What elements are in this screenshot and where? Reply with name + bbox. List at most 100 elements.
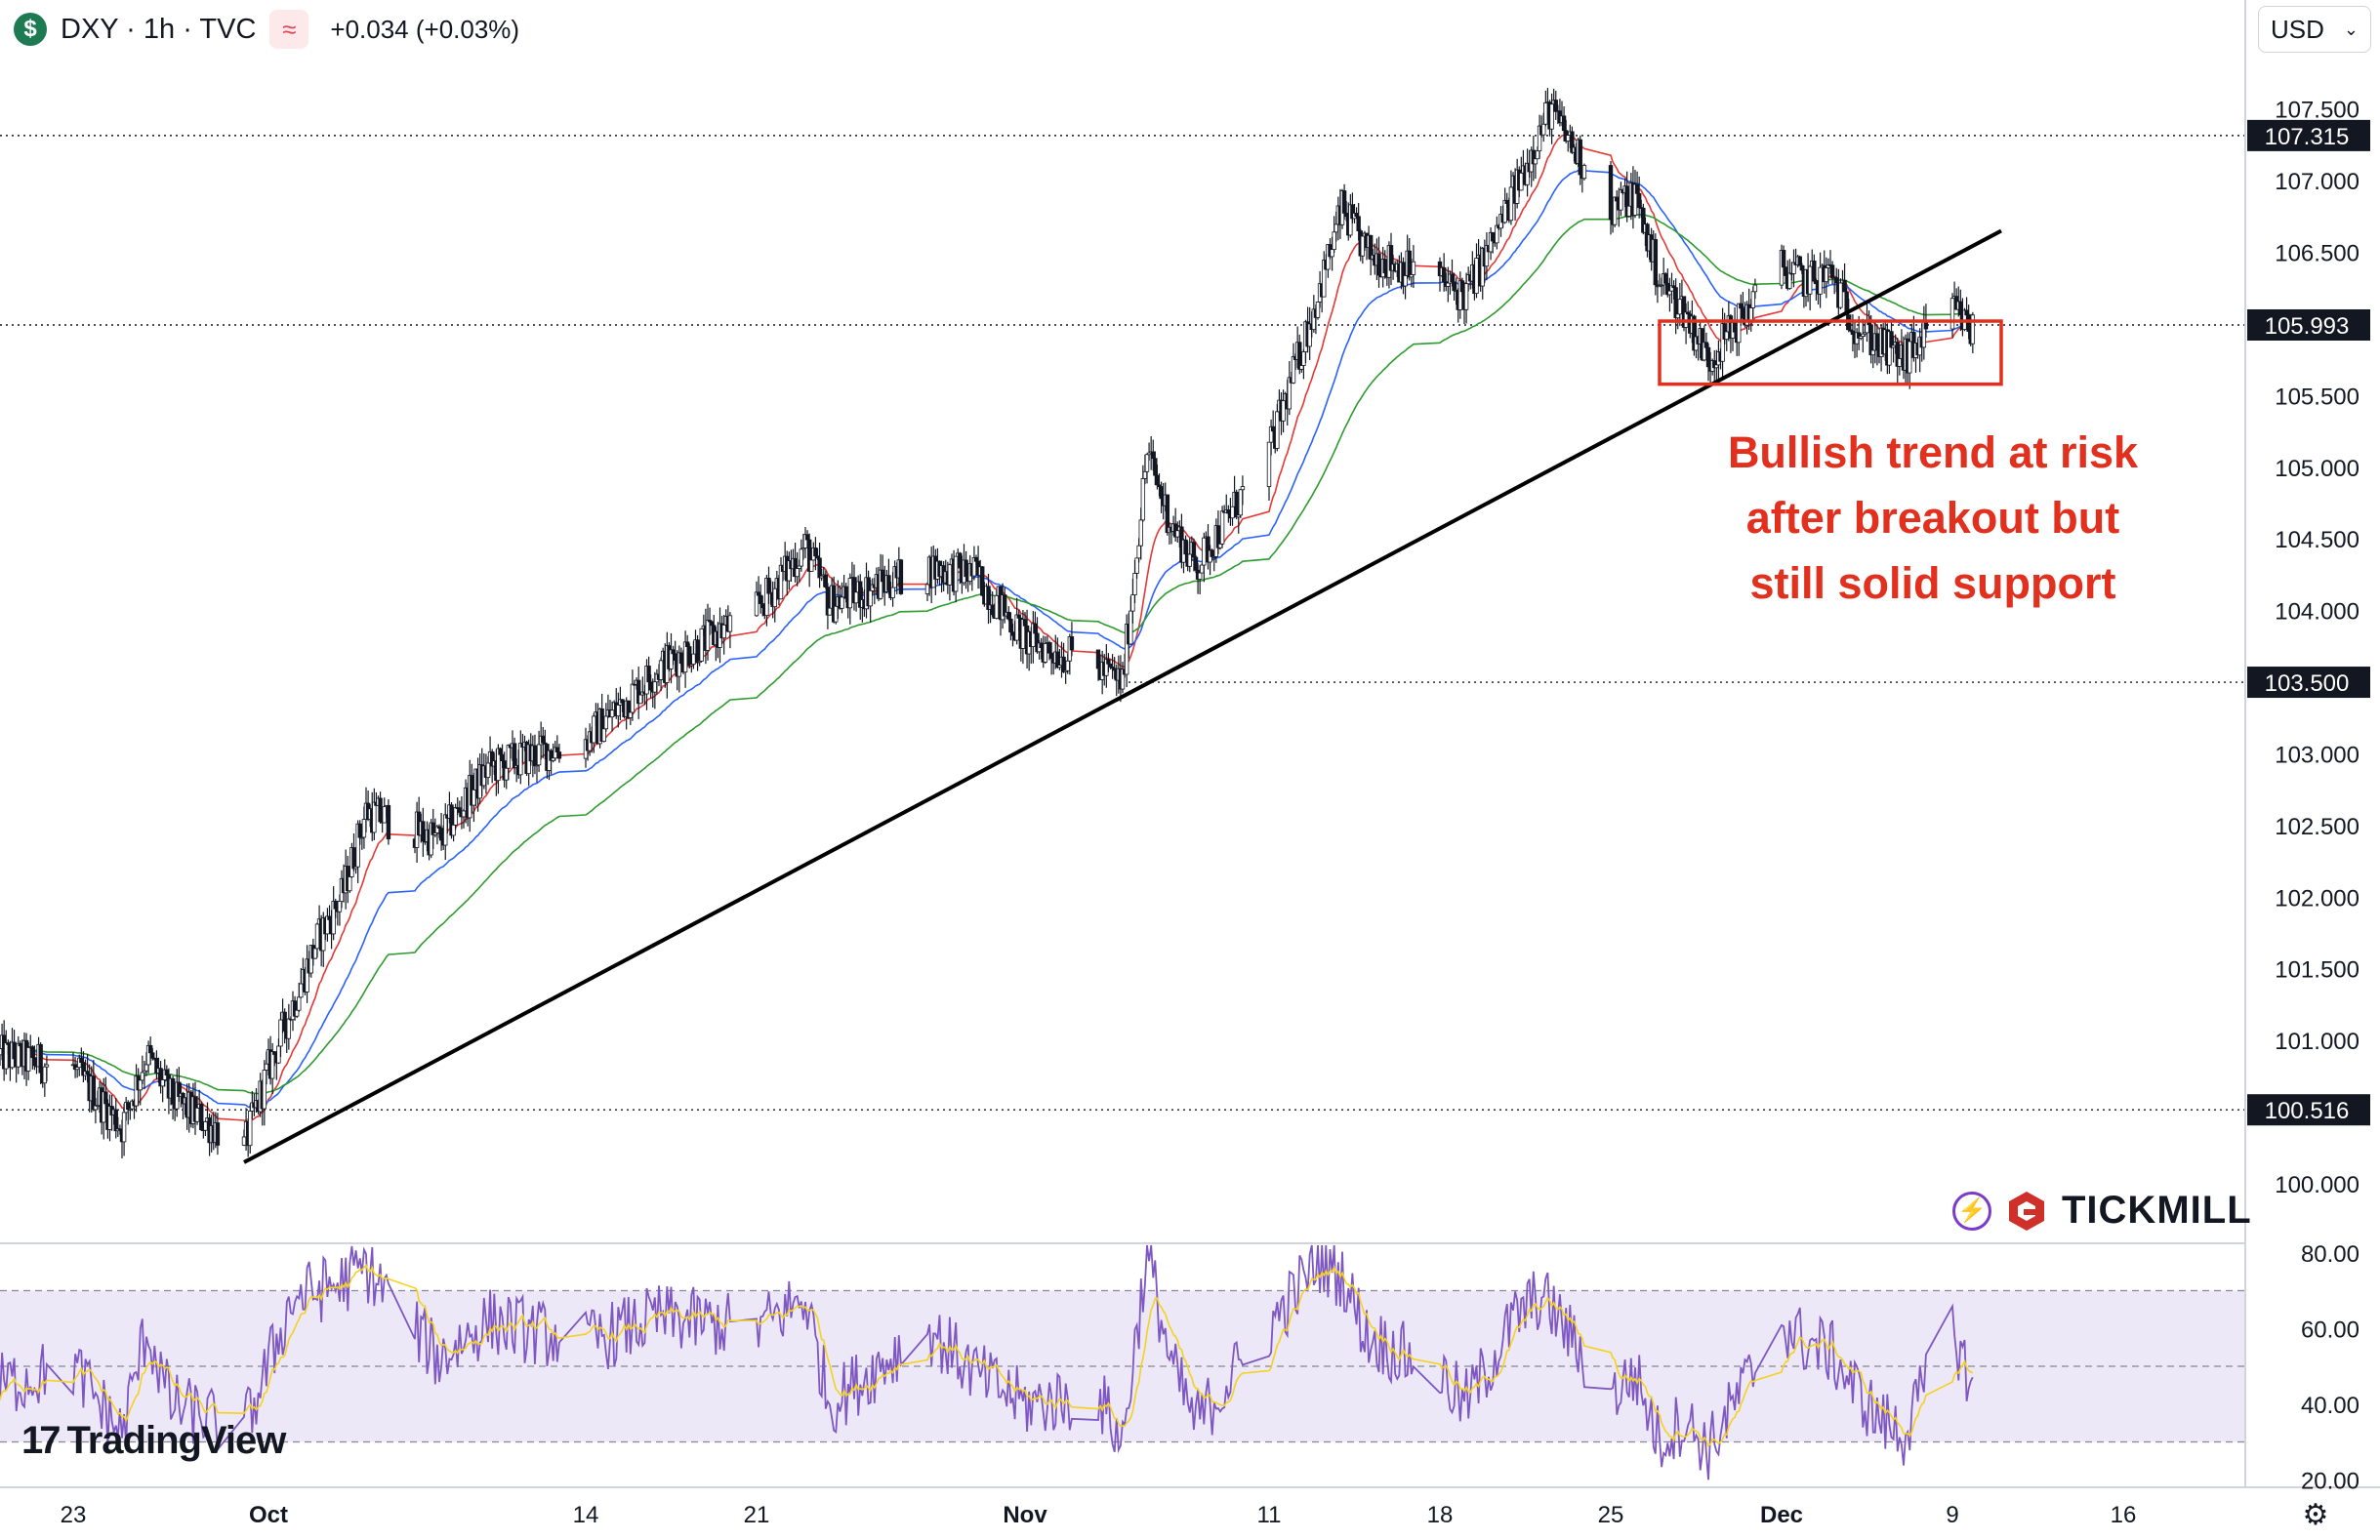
candle [924, 582, 930, 601]
candle [1014, 597, 1019, 645]
candle [1531, 136, 1537, 182]
candle [825, 583, 831, 629]
candle [592, 712, 596, 753]
time-tick-label: 23 [61, 1502, 87, 1528]
candle [248, 1104, 253, 1155]
candle [971, 546, 977, 581]
broker-name: TICKMILL [2062, 1189, 2252, 1232]
candle [107, 1094, 112, 1142]
candle [1332, 216, 1336, 254]
candle [1474, 243, 1479, 299]
price-label-badge: 107.315 [2247, 119, 2370, 151]
candle [1240, 475, 1246, 506]
candle [705, 603, 711, 661]
candle [372, 788, 377, 840]
wave-icon[interactable]: ≈ [269, 10, 309, 49]
gear-icon[interactable]: ⚙ [2302, 1498, 2329, 1531]
candle [1104, 644, 1109, 688]
symbol-title[interactable]: DXY · 1h · TVC [61, 13, 257, 45]
candle [802, 526, 808, 558]
candle [1502, 187, 1507, 224]
dollar-icon: $ [14, 13, 47, 46]
candle [1874, 324, 1880, 366]
candle [1724, 329, 1729, 351]
candle [758, 584, 763, 614]
rsi-tick-label: 80.00 [2301, 1241, 2359, 1268]
time-tick-label: 21 [744, 1502, 770, 1528]
candle [351, 832, 356, 871]
candle [170, 1075, 176, 1120]
candle [1818, 252, 1823, 308]
candle [554, 735, 560, 753]
candle [947, 563, 953, 601]
price-label: 100.516 [2265, 1098, 2350, 1124]
candle [534, 764, 540, 783]
candle [382, 797, 387, 824]
candle [512, 737, 517, 775]
candle [1581, 163, 1587, 181]
price-label: 107.315 [2265, 124, 2350, 150]
candle [727, 612, 733, 649]
candle [1619, 182, 1623, 217]
candle [1824, 257, 1829, 299]
candle [980, 565, 985, 597]
candle [1861, 318, 1866, 353]
chart-header: $ DXY · 1h · TVC ≈ +0.034 (+0.03%) [14, 8, 519, 51]
candle [1159, 481, 1164, 514]
annotation-text[interactable]: Bullish trend at risk after breakout but… [1640, 420, 2226, 616]
rsi-line [0, 1244, 1974, 1480]
candle [518, 730, 523, 785]
candle [1525, 148, 1530, 197]
candle [898, 558, 904, 595]
candle [964, 550, 968, 589]
candle [556, 744, 562, 763]
price-tick-label: 102.500 [2275, 814, 2359, 840]
candle [795, 551, 800, 587]
candle [1705, 343, 1711, 382]
time-tick-label: 18 [1427, 1502, 1454, 1528]
annotation-line: after breakout but [1745, 493, 2120, 543]
currency-value: USD [2271, 14, 2324, 44]
currency-selector[interactable]: USD ⌄ [2258, 6, 2371, 53]
candle [1543, 90, 1548, 127]
candle [1307, 306, 1312, 360]
candle [1807, 264, 1813, 311]
candle [140, 1055, 145, 1084]
candle [1043, 636, 1048, 665]
candle [16, 1035, 21, 1074]
price-tick-label: 107.500 [2275, 98, 2359, 124]
candle [1889, 319, 1894, 349]
candle [312, 947, 318, 959]
drawings[interactable] [243, 228, 2003, 1164]
time-tick-label: 16 [2111, 1502, 2137, 1528]
time-tick-label: 25 [1598, 1502, 1624, 1528]
time-tick-label: 9 [1946, 1502, 1958, 1528]
candle [834, 605, 839, 625]
price-tick-label: 100.000 [2275, 1172, 2359, 1198]
rsi-ma-line [0, 1263, 1974, 1448]
candle [1301, 348, 1306, 380]
chevron-down-icon: ⌄ [2343, 19, 2359, 39]
candle [1266, 441, 1272, 502]
moving-average-line [0, 213, 1973, 1095]
price-label-badge: 105.993 [2247, 308, 2370, 341]
rsi-pane [0, 1242, 2245, 1480]
tickmill-logo: ⚡ TICKMILL [1952, 1189, 2252, 1233]
candle [325, 908, 330, 942]
candle [1553, 91, 1558, 120]
moving-averages [0, 134, 1974, 1124]
time-tick-label: 11 [1257, 1502, 1282, 1528]
bolt-icon: ⚡ [1952, 1191, 1991, 1231]
candle [1206, 524, 1211, 570]
candle [1752, 278, 1758, 300]
candle [1411, 245, 1416, 288]
rsi-band [0, 1290, 2245, 1442]
candle [1797, 255, 1802, 266]
candle [44, 1055, 50, 1082]
price-tick-label: 101.500 [2275, 957, 2359, 984]
price-tick-label: 102.000 [2275, 885, 2359, 912]
price-tick-label: 105.000 [2275, 456, 2359, 482]
candle [695, 634, 700, 671]
